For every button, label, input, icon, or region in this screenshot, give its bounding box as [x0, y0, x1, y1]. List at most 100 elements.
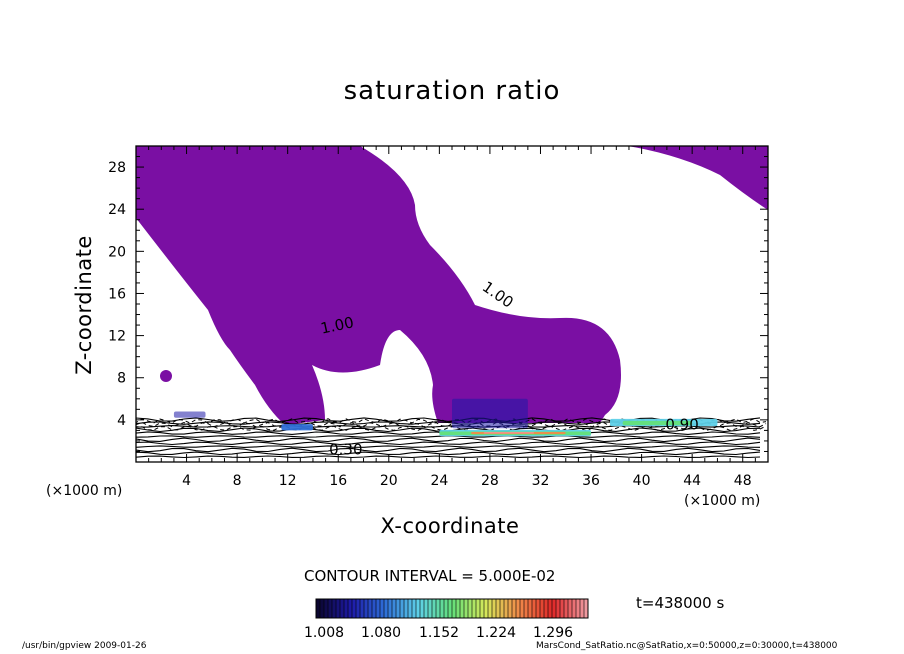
- colorbar-tick-label: 1.008: [304, 625, 344, 641]
- colorbar-frame: [315, 598, 589, 619]
- colorbar-swatch: [504, 599, 508, 618]
- surface-contour-line: [136, 455, 761, 459]
- colorbar-swatch: [392, 599, 396, 618]
- x-tick-label: 28: [481, 473, 499, 489]
- chart-title: saturation ratio: [343, 76, 561, 106]
- colorbar-swatch: [480, 599, 484, 618]
- x-tick-label: 40: [633, 473, 651, 489]
- x-unit-label-right: (×1000 m): [684, 493, 761, 509]
- colorbar-swatch: [536, 599, 540, 618]
- surface-contour-line: [136, 447, 761, 453]
- x-tick-label: 48: [734, 473, 752, 489]
- supersaturation-band: [173, 398, 718, 437]
- colorbar-swatch: [408, 599, 412, 618]
- colorbar-swatch: [512, 599, 516, 618]
- colorbar-swatch: [440, 599, 444, 618]
- surface-contour-line: [136, 437, 761, 443]
- colorbar-swatch: [376, 599, 380, 618]
- x-tick-label: 12: [279, 473, 297, 489]
- colorbar-swatch: [580, 599, 584, 618]
- y-tick-label: 20: [108, 244, 126, 260]
- colorbar-swatch: [352, 599, 356, 618]
- colorbar-swatch: [488, 599, 492, 618]
- colorbar-swatch: [468, 599, 472, 618]
- colorbar-swatch: [524, 599, 528, 618]
- colorbar-swatch: [428, 599, 432, 618]
- colorbar-swatch: [464, 599, 468, 618]
- colorbar-swatch: [456, 599, 460, 618]
- colorbar-swatch: [496, 599, 500, 618]
- contour-label: 1.00: [479, 278, 517, 312]
- colorbar-swatch: [380, 599, 384, 618]
- colorbar-swatch: [360, 599, 364, 618]
- colorbar-swatch: [500, 599, 504, 618]
- x-tick-label: 16: [329, 473, 347, 489]
- colorbar-swatch: [424, 599, 428, 618]
- colorbar: 1.008 1.080 1.152 1.224 1.296: [304, 598, 589, 641]
- x-tick-label: 24: [430, 473, 448, 489]
- colorbar-swatch: [416, 599, 420, 618]
- surface-contour-line: [136, 441, 761, 446]
- surface-contour-line: [136, 417, 761, 422]
- colorbar-swatch: [516, 599, 520, 618]
- colorbar-swatch: [356, 599, 360, 618]
- colorbar-swatch: [324, 599, 328, 618]
- contour-label: 0.30: [329, 441, 362, 459]
- colorbar-swatch: [556, 599, 560, 618]
- y-tick-label: 24: [108, 202, 126, 218]
- colorbar-tick-label: 1.152: [419, 625, 459, 641]
- saturated-region-main: [136, 146, 621, 425]
- colorbar-swatch: [572, 599, 576, 618]
- colorbar-swatch: [364, 599, 368, 618]
- supersaturation-patch: [622, 420, 693, 426]
- x-tick-label: 20: [380, 473, 398, 489]
- colorbar-swatch: [432, 599, 436, 618]
- saturated-region-upper-right: [628, 146, 768, 210]
- colorbar-swatch: [568, 599, 572, 618]
- colorbar-swatch: [400, 599, 404, 618]
- colorbar-swatch: [448, 599, 452, 618]
- footer-command: /usr/bin/gpview 2009-01-26: [22, 641, 147, 651]
- x-unit-label-left: (×1000 m): [46, 483, 123, 499]
- colorbar-swatch: [368, 599, 372, 618]
- colorbar-swatch: [336, 599, 340, 618]
- colorbar-swatch: [564, 599, 568, 618]
- colorbar-tick-label: 1.224: [476, 625, 516, 641]
- y-tick-label: 16: [108, 286, 126, 302]
- supersaturation-patch: [173, 411, 206, 418]
- colorbar-swatch: [532, 599, 536, 618]
- colorbar-swatch: [436, 599, 440, 618]
- colorbar-swatch: [484, 599, 488, 618]
- y-tick-label: 12: [108, 329, 126, 345]
- colorbar-swatch: [388, 599, 392, 618]
- colorbar-tick-label: 1.296: [533, 625, 573, 641]
- colorbar-swatch: [452, 599, 456, 618]
- colorbar-swatch: [396, 599, 400, 618]
- colorbar-swatch: [404, 599, 408, 618]
- x-tick-label: 32: [532, 473, 550, 489]
- y-tick-label: 4: [117, 413, 126, 429]
- colorbar-tick-label: 1.080: [361, 625, 401, 641]
- colorbar-swatch: [548, 599, 552, 618]
- supersaturation-patch: [452, 398, 528, 429]
- surface-contour-line: [136, 445, 761, 448]
- x-axis-label: X-coordinate: [380, 514, 520, 538]
- colorbar-swatch: [584, 599, 588, 618]
- y-axis-label: Z-coordinate: [72, 235, 96, 375]
- colorbar-swatch: [544, 599, 548, 618]
- contour-label: 0.90: [665, 415, 698, 433]
- saturated-region-fills: [136, 146, 768, 425]
- surface-contour-line-dashed: [136, 421, 767, 428]
- colorbar-swatch: [560, 599, 564, 618]
- colorbar-swatch: [460, 599, 464, 618]
- colorbar-swatch: [492, 599, 496, 618]
- colorbar-swatch: [520, 599, 524, 618]
- y-tick-label: 8: [117, 371, 126, 387]
- y-tick-label: 28: [108, 160, 126, 176]
- colorbar-swatch: [576, 599, 580, 618]
- colorbar-swatch: [332, 599, 336, 618]
- colorbar-swatch: [444, 599, 448, 618]
- x-tick-label: 4: [182, 473, 191, 489]
